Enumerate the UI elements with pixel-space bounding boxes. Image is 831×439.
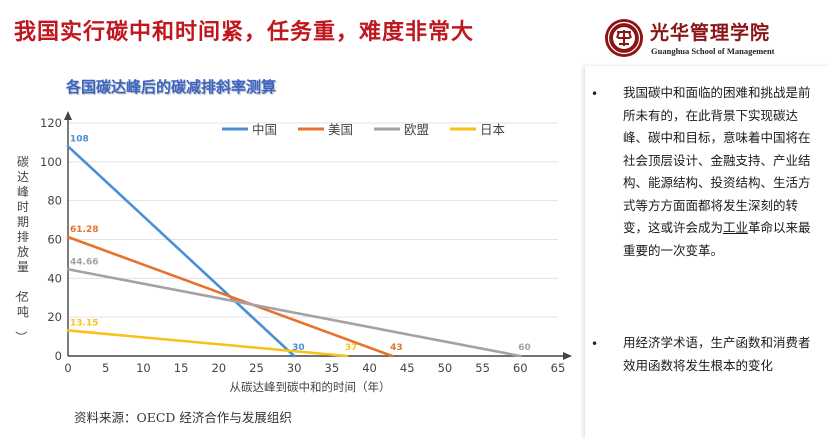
logo: 光华管理学院 Guanghua School of Management bbox=[604, 16, 824, 64]
y-tick-label: 0 bbox=[55, 349, 62, 363]
end-value-label: 30 bbox=[292, 343, 305, 353]
y-axis-title-char: 碳 bbox=[17, 155, 29, 169]
y-axis-title-char: 时 bbox=[17, 200, 29, 214]
y-axis-title-char: （ bbox=[14, 286, 28, 298]
y-tick-label: 60 bbox=[47, 233, 62, 247]
x-tick-label: 25 bbox=[249, 361, 264, 375]
legend-label: 欧盟 bbox=[404, 122, 429, 137]
y-tick-label: 20 bbox=[47, 310, 62, 324]
logo-english-name: Guanghua School of Management bbox=[651, 46, 775, 56]
legend: 中国 美国 欧盟 日本 bbox=[222, 122, 506, 137]
x-axis-arrow bbox=[563, 352, 572, 360]
x-tick-label: 50 bbox=[438, 361, 453, 375]
paragraph-1-text-a: 我国碳中和面临的困难和挑战是前所未有的，在此背景下实现碳达峰、碳中和目标，意味着… bbox=[623, 85, 811, 235]
series-line-美国 bbox=[66, 235, 394, 358]
commentary-paragraph-1: 我国碳中和面临的困难和挑战是前所未有的，在此背景下实现碳达峰、碳中和目标，意味着… bbox=[623, 82, 819, 262]
y-axis-title-char: 量 bbox=[17, 260, 29, 274]
y-axis-title-char: 排 bbox=[17, 230, 29, 244]
x-tick-label: 0 bbox=[64, 361, 71, 375]
x-tick-label: 5 bbox=[102, 361, 109, 375]
seal-icon bbox=[605, 19, 643, 57]
x-tick-label: 30 bbox=[287, 361, 302, 375]
x-tick-label: 60 bbox=[513, 361, 528, 375]
y-tick-label: 100 bbox=[40, 155, 62, 169]
legend-label: 中国 bbox=[252, 122, 277, 137]
paragraph-1-underlined: 工业 bbox=[723, 220, 749, 235]
y-axis-title-char: 吨 bbox=[17, 305, 29, 319]
y-axis-title-char: 达 bbox=[17, 170, 29, 184]
start-value-label: 61.28 bbox=[70, 225, 98, 235]
y-tick-label: 40 bbox=[47, 271, 62, 285]
logo-name: 光华管理学院 bbox=[650, 22, 771, 44]
series-line-中国 bbox=[66, 145, 296, 358]
bullet-2: • bbox=[591, 337, 599, 351]
commentary-paragraph-2: 用经济学术语，生产函数和消费者效用函数将发生根本的变化 bbox=[623, 335, 811, 373]
bullet-1: • bbox=[591, 87, 599, 101]
grid-lines bbox=[68, 122, 558, 318]
y-axis-arrow bbox=[64, 111, 72, 120]
series-lines bbox=[66, 145, 522, 358]
x-tick-label: 35 bbox=[325, 361, 340, 375]
end-value-label: 43 bbox=[390, 343, 403, 353]
legend-label: 日本 bbox=[480, 122, 506, 137]
slide-title: 我国实行碳中和时间紧，任务重，难度非常大 bbox=[14, 19, 475, 45]
x-tick-label: 55 bbox=[475, 361, 490, 375]
y-axis-title-char: 峰 bbox=[17, 185, 29, 199]
start-value-label: 44.66 bbox=[70, 257, 98, 267]
x-tick-label: 40 bbox=[362, 361, 377, 375]
y-tick-label: 80 bbox=[47, 194, 62, 208]
y-axis-title-char: 亿 bbox=[17, 289, 29, 304]
y-axis-title: 碳达峰时期排放量 （亿吨 ） bbox=[14, 155, 29, 343]
chart-title: 各国碳达峰后的碳减排斜率测算 bbox=[66, 78, 277, 96]
y-axis-title-char: 放 bbox=[17, 244, 29, 259]
x-tick-label: 10 bbox=[136, 361, 151, 375]
series-line-欧盟 bbox=[66, 267, 522, 358]
axes: 0 20 40 60 80 100 120 0 5 10 15 20 25 30 35 40 45 50 55 60 6… bbox=[40, 111, 572, 375]
x-tick-label: 15 bbox=[174, 361, 189, 375]
start-value-label: 13.15 bbox=[70, 318, 98, 328]
start-value-label: 108 bbox=[70, 134, 89, 144]
paragraph-1-text-b: 革命以来最重要的一次变革。 bbox=[623, 220, 811, 258]
legend-label: 美国 bbox=[328, 122, 353, 137]
series-line-日本 bbox=[66, 329, 349, 358]
x-axis-title: 从碳达峰到碳中和的时间（年） bbox=[230, 380, 391, 394]
y-axis-title-char: ） bbox=[14, 331, 28, 343]
x-tick-label: 65 bbox=[551, 361, 566, 375]
x-tick-label: 20 bbox=[211, 361, 226, 375]
data-labels: 108 30 61.28 43 44.66 60 13.15 37 bbox=[70, 134, 531, 353]
x-tick-label: 45 bbox=[400, 361, 415, 375]
end-value-label: 37 bbox=[345, 343, 358, 353]
source-note: 资料来源：OECD 经济合作与发展组织 bbox=[74, 410, 292, 425]
y-axis-title-char: 期 bbox=[17, 215, 29, 229]
emission-slope-chart: 0 20 40 60 80 100 120 0 5 10 15 20 25 30 35 40 45 50 55 60 6… bbox=[14, 111, 572, 394]
end-value-label: 60 bbox=[518, 343, 531, 353]
commentary-panel: • 我国碳中和面临的困难和挑战是前所未有的，在此背景下实现碳达峰、碳中和目标，意… bbox=[585, 66, 831, 439]
y-tick-label: 120 bbox=[40, 116, 62, 130]
